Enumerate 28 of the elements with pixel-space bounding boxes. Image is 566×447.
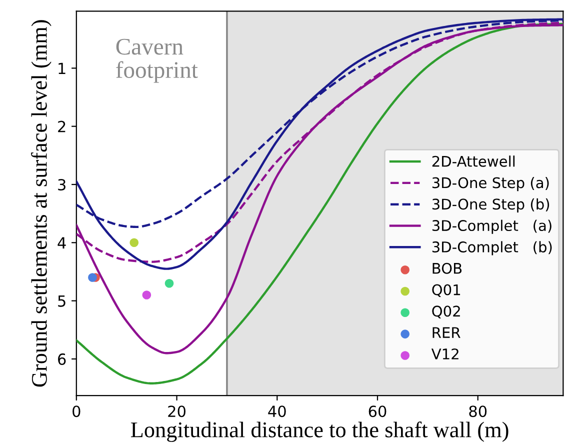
legend-label: 3D-One Step (a) — [432, 176, 549, 192]
legend-label: V12 — [431, 348, 458, 360]
y-tick-label: 4 — [58, 237, 66, 248]
x-tick-label: 60 — [368, 406, 386, 418]
legend-label: Q01 — [432, 284, 460, 297]
y-tick-label: 6 — [58, 353, 66, 365]
legend-label: 2D-Attewell — [432, 156, 515, 167]
legend-label: RER — [432, 327, 460, 338]
y-tick-label: 3 — [58, 178, 66, 191]
x-axis-title: Longitudinal distance to the shaft wall (m) — [130, 421, 508, 442]
y-tick-label: 1 — [58, 62, 66, 74]
legend-label: 3D-Complet (b) — [432, 241, 552, 256]
point — [88, 273, 97, 282]
legend-label: 3D-One Step (b) — [432, 198, 550, 212]
point — [142, 290, 152, 300]
legend-label: Q02 — [432, 306, 460, 318]
point — [164, 278, 174, 288]
legend-label: BOB — [432, 262, 462, 274]
y-tick-label: 5 — [58, 295, 66, 307]
x-tick-label: 80 — [469, 406, 487, 418]
y-tick-label: 2 — [58, 120, 66, 132]
x-tick-label: 40 — [268, 406, 286, 418]
x-tick-label: 20 — [168, 406, 186, 418]
x-tick-label: 0 — [72, 406, 80, 418]
y-axis-title: Ground settlements at surface level (mm) — [31, 20, 52, 387]
point — [130, 238, 139, 248]
legend-label: 3D-Complet (a) — [432, 220, 552, 234]
annotation: Cavern footprint — [116, 38, 198, 83]
